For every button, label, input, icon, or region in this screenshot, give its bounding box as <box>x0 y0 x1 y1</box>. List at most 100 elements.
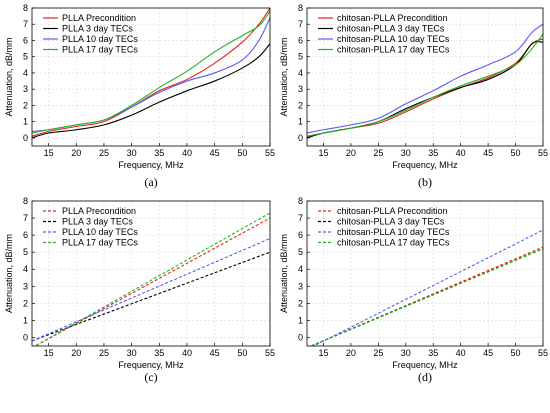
x-axis-label: Frequency, MHz <box>118 360 184 370</box>
legend-entry-1: chitosan-PLLA Precondition <box>337 13 448 23</box>
x-tick-label: 45 <box>210 348 220 358</box>
x-tick-label: 15 <box>318 148 328 158</box>
legend-entry-2: PLLA 3 day TECs <box>62 24 133 34</box>
y-tick-label: 5 <box>298 52 303 62</box>
y-tick-label: 6 <box>298 35 303 45</box>
legend-entry-3: chitosan-PLLA 10 day TECs <box>337 227 450 237</box>
plot-frame <box>306 200 544 347</box>
x-tick-label: 50 <box>237 348 247 358</box>
y-tick-label: 6 <box>23 230 28 240</box>
x-tick-label: 20 <box>346 348 356 358</box>
y-tick-label: 6 <box>298 230 303 240</box>
x-axis-label: Frequency, MHz <box>392 360 458 370</box>
y-tick-label: 4 <box>298 264 303 274</box>
series-line-2 <box>32 251 270 342</box>
y-tick-label: 0 <box>298 133 303 143</box>
y-axis-label: Attenuation, dB/mm <box>279 234 289 313</box>
y-tick-label: 8 <box>298 196 303 206</box>
panel-label: (d) <box>418 370 432 384</box>
legend-entry-3: chitosan-PLLA 10 day TECs <box>337 34 450 44</box>
y-tick-label: 8 <box>23 3 28 13</box>
series-line-3 <box>32 238 270 342</box>
x-tick-label: 40 <box>456 148 466 158</box>
y-axis-label: Attenuation, dB/mm <box>4 234 14 313</box>
legend-entry-2: chitosan-PLLA 3 day TECs <box>337 24 445 34</box>
x-tick-label: 25 <box>373 348 383 358</box>
series-line-3 <box>307 23 543 134</box>
x-tick-label: 25 <box>99 148 109 158</box>
x-tick-label: 45 <box>483 348 493 358</box>
series-line-3 <box>312 229 543 346</box>
x-tick-label: 15 <box>44 148 54 158</box>
y-tick-label: 3 <box>298 281 303 291</box>
x-tick-label: 45 <box>210 148 220 158</box>
series-line-4 <box>32 10 270 134</box>
x-tick-label: 30 <box>401 148 411 158</box>
x-tick-label: 35 <box>428 148 438 158</box>
x-tick-label: 30 <box>127 148 137 158</box>
x-tick-label: 15 <box>318 348 328 358</box>
y-tick-label: 7 <box>23 19 28 29</box>
y-tick-label: 5 <box>298 247 303 257</box>
plot-frame <box>31 200 271 347</box>
x-tick-label: 55 <box>538 348 548 358</box>
x-tick-label: 30 <box>401 348 411 358</box>
x-tick-label: 50 <box>511 348 521 358</box>
x-axis-label: Frequency, MHz <box>118 160 184 170</box>
y-tick-label: 0 <box>23 332 28 342</box>
x-tick-label: 40 <box>182 348 192 358</box>
panel-label: (b) <box>418 175 432 189</box>
y-tick-label: 5 <box>23 52 28 62</box>
x-tick-label: 35 <box>154 148 164 158</box>
x-tick-label: 15 <box>44 348 54 358</box>
y-tick-label: 4 <box>23 68 28 78</box>
series-line-1 <box>32 8 270 137</box>
x-tick-label: 25 <box>99 348 109 358</box>
legend-entry-3: PLLA 10 day TECs <box>62 34 138 44</box>
x-tick-label: 25 <box>373 148 383 158</box>
x-tick-label: 40 <box>456 348 466 358</box>
y-axis-label: Attenuation, dB/mm <box>4 37 14 116</box>
legend-entry-1: chitosan-PLLA Precondition <box>337 206 448 216</box>
y-tick-label: 2 <box>298 100 303 110</box>
series-line-1 <box>309 246 543 346</box>
y-tick-label: 1 <box>298 315 303 325</box>
legend-entry-2: chitosan-PLLA 3 day TECs <box>337 217 445 227</box>
y-axis-label: Attenuation, dB/mm <box>279 37 289 116</box>
series-line-2 <box>32 43 270 139</box>
legend-entry-1: PLLA Precondition <box>62 206 136 216</box>
y-tick-label: 6 <box>23 35 28 45</box>
y-tick-label: 5 <box>23 247 28 257</box>
y-tick-label: 2 <box>298 298 303 308</box>
x-tick-label: 55 <box>265 148 275 158</box>
series-line-4 <box>307 33 543 137</box>
y-tick-label: 1 <box>298 117 303 127</box>
legend-entry-1: PLLA Precondition <box>62 13 136 23</box>
y-tick-label: 3 <box>298 84 303 94</box>
x-tick-label: 20 <box>71 348 81 358</box>
y-tick-label: 7 <box>298 213 303 223</box>
y-tick-label: 1 <box>23 117 28 127</box>
y-tick-label: 0 <box>298 332 303 342</box>
x-tick-label: 50 <box>237 148 247 158</box>
plot-frame <box>306 7 544 147</box>
x-tick-label: 35 <box>154 348 164 358</box>
series-line-4 <box>309 248 543 346</box>
x-tick-label: 45 <box>483 148 493 158</box>
x-tick-label: 40 <box>182 148 192 158</box>
panel-label: (c) <box>144 370 157 384</box>
y-tick-label: 3 <box>23 84 28 94</box>
y-tick-label: 8 <box>23 196 28 206</box>
x-tick-label: 55 <box>538 148 548 158</box>
series-line-4 <box>33 212 270 346</box>
y-tick-label: 4 <box>298 68 303 78</box>
x-tick-label: 35 <box>428 348 438 358</box>
plot-frame <box>31 7 271 147</box>
x-tick-label: 50 <box>511 148 521 158</box>
x-tick-label: 55 <box>265 348 275 358</box>
y-tick-label: 7 <box>298 19 303 29</box>
